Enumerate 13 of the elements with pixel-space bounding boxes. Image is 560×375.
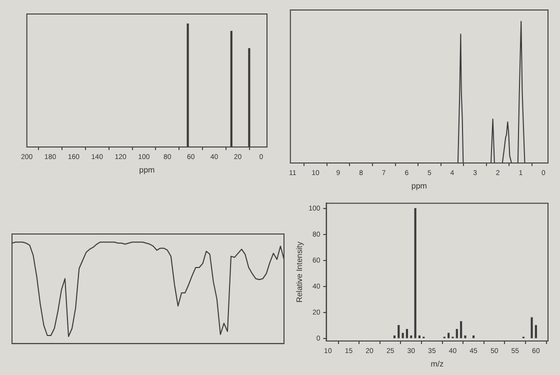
bar xyxy=(530,317,533,338)
x-axis-title: ppm xyxy=(411,181,428,190)
bar xyxy=(460,321,462,338)
bar xyxy=(534,325,537,338)
bar xyxy=(398,325,400,338)
bar xyxy=(448,332,450,338)
bar xyxy=(414,208,416,338)
y-axis-title: Relative Intensity xyxy=(295,242,304,303)
bar xyxy=(406,328,408,338)
x-axis-title: ppm xyxy=(139,165,156,174)
x-axis-title: m/z xyxy=(430,359,444,368)
bar xyxy=(402,332,404,338)
bar xyxy=(456,328,458,338)
